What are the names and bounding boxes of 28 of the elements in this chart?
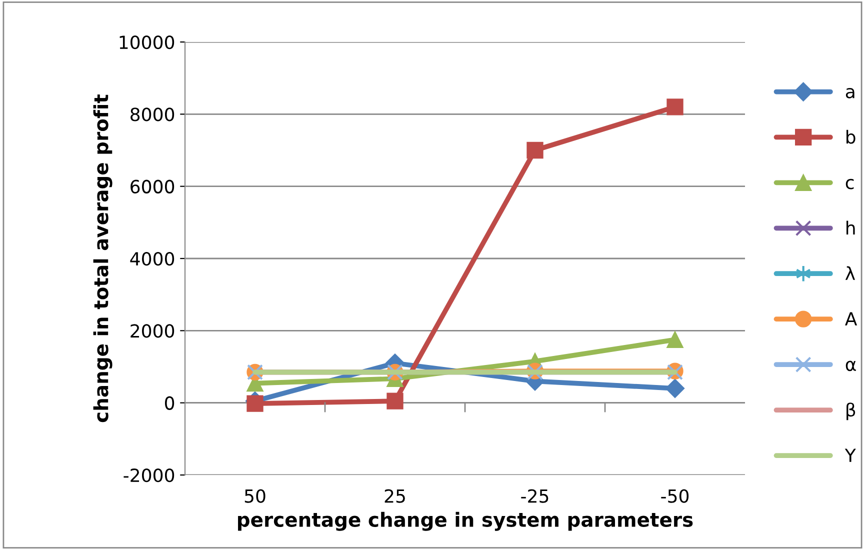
legend-label: Υ — [844, 448, 856, 462]
legend-label: β — [846, 402, 856, 420]
legend-label: α — [846, 360, 856, 372]
y-tick-label: 10000 — [120, 35, 174, 50]
y-tick-label: 2000 — [130, 324, 174, 338]
point — [526, 142, 544, 159]
y-tick-label: 8000 — [130, 108, 174, 122]
x-axis-title: percentage change in system parameters — [238, 512, 693, 531]
point — [666, 331, 684, 348]
x-tick-label: 50 — [244, 489, 266, 503]
legend-label: h — [846, 220, 855, 234]
legend-label: c — [846, 178, 854, 190]
point — [665, 378, 685, 398]
legend-label: λ — [845, 266, 856, 280]
y-tick-label: 6000 — [130, 180, 174, 194]
y-axis-title: change in total average profit — [93, 94, 112, 422]
x-tick-label: -50 — [661, 489, 689, 503]
point — [666, 98, 684, 116]
legend-label: A — [845, 312, 858, 326]
x-tick-label: -25 — [521, 489, 548, 503]
legend-label: a — [846, 88, 854, 98]
point — [386, 392, 404, 410]
y-tick-label: 4000 — [130, 252, 174, 266]
legend-label: b — [846, 130, 856, 144]
point — [246, 395, 264, 412]
y-tick-label: 0 — [164, 396, 174, 410]
x-tick-label: 25 — [384, 489, 405, 503]
y-tick-label: -2000 — [124, 468, 174, 482]
